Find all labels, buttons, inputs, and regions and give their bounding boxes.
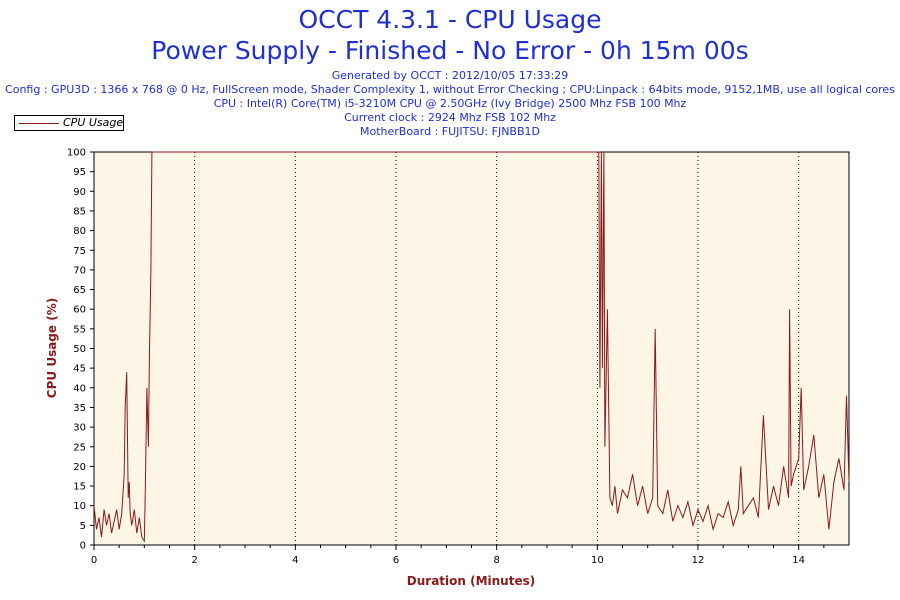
y-tick-label: 95 — [73, 167, 86, 178]
config-info: Config : GPU3D : 1366 x 768 @ 0 Hz, Full… — [5, 83, 895, 96]
y-tick-label: 80 — [73, 226, 86, 237]
clock-info: Current clock : 2924 Mhz FSB 102 Mhz — [344, 111, 556, 124]
y-tick-label: 25 — [73, 442, 86, 453]
y-tick-label: 90 — [73, 187, 86, 198]
y-tick-label: 85 — [73, 206, 86, 217]
cpu-usage-series — [93, 151, 850, 543]
x-tick-label: 2 — [191, 555, 197, 566]
chart-legend: CPU Usage — [14, 115, 124, 131]
y-tick-label: 35 — [73, 403, 86, 414]
y-tick-label: 70 — [73, 265, 86, 276]
y-axis-label: CPU Usage (%) — [45, 298, 59, 398]
x-tick-label: 14 — [792, 555, 805, 566]
legend-swatch — [19, 123, 59, 124]
y-tick-label: 50 — [73, 344, 86, 355]
x-axis-label: Duration (Minutes) — [407, 574, 535, 588]
x-tick-label: 6 — [393, 555, 399, 566]
chart-title: OCCT 4.3.1 - CPU Usage — [298, 5, 602, 34]
y-tick-label: 5 — [80, 521, 86, 532]
cpu-info: CPU : Intel(R) Core(TM) i5-3210M CPU @ 2… — [213, 97, 687, 110]
y-tick-label: 40 — [73, 383, 86, 394]
y-tick-label: 100 — [67, 148, 86, 159]
grid-lines — [194, 152, 800, 545]
y-axis: 0 5 10 15 20 25 30 35 40 45 50 55 60 65 70 75 80 85 90 95 10… — [67, 148, 94, 552]
chart-subtitle: Power Supply - Finished - No Error - 0h … — [151, 36, 749, 65]
y-tick-label: 65 — [73, 285, 86, 296]
generated-info: Generated by OCCT : 2012/10/05 17:33:29 — [331, 69, 569, 82]
y-tick-label: 60 — [73, 305, 86, 316]
y-tick-label: 55 — [73, 324, 86, 335]
x-tick-label: 12 — [692, 555, 705, 566]
motherboard-info: MotherBoard : FUJITSU: FJNBB1D — [359, 125, 540, 138]
y-tick-label: 0 — [80, 541, 86, 552]
y-tick-label: 45 — [73, 364, 86, 375]
y-tick-label: 75 — [73, 246, 86, 257]
plot-area — [93, 151, 850, 546]
x-axis: 0 2 4 6 8 10 12 14 — [91, 545, 825, 566]
y-tick-label: 10 — [73, 501, 86, 512]
legend-label: CPU Usage — [63, 116, 124, 129]
x-tick-label: 0 — [91, 555, 97, 566]
x-tick-label: 4 — [292, 555, 298, 566]
y-tick-label: 30 — [73, 423, 86, 434]
x-tick-label: 10 — [591, 555, 604, 566]
y-tick-label: 20 — [73, 462, 86, 473]
x-tick-label: 8 — [493, 555, 499, 566]
y-tick-label: 15 — [73, 482, 86, 493]
